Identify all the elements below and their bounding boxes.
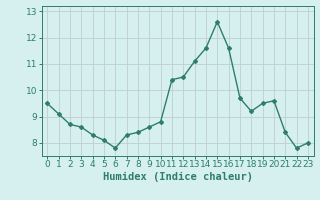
X-axis label: Humidex (Indice chaleur): Humidex (Indice chaleur): [103, 172, 252, 182]
